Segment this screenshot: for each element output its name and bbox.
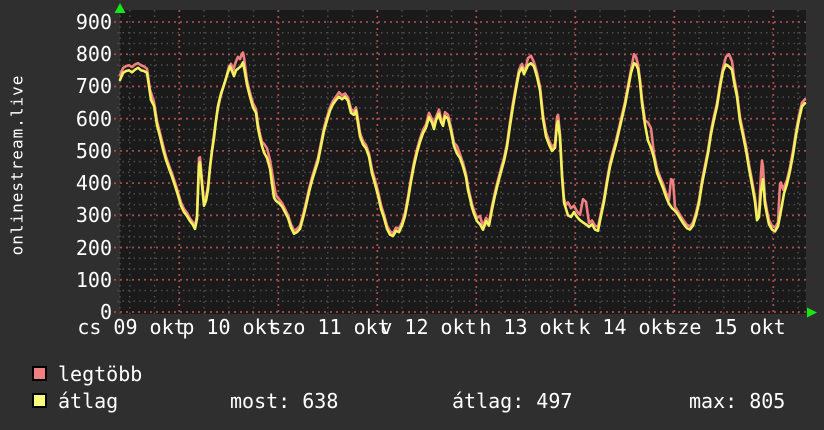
series-atlag-line xyxy=(118,60,807,238)
stat-atlag-label: átlag: xyxy=(452,389,525,413)
y-axis-arrow-icon xyxy=(114,3,126,13)
legend-label-atlag: átlag xyxy=(58,389,119,413)
x-tick-label: v 12 okt xyxy=(380,315,477,339)
y-tick-label: 300 xyxy=(75,203,112,228)
legend-swatch-atlag xyxy=(32,393,47,408)
stat-atlag-value: 497 xyxy=(536,389,573,413)
x-tick-label: cs 09 okt xyxy=(77,315,186,339)
x-tick-label: szo 11 okt xyxy=(269,315,390,339)
x-tick-label: sze 15 okt xyxy=(665,315,786,339)
x-tick-label: h 13 okt xyxy=(479,315,576,339)
y-tick-label: 600 xyxy=(75,106,112,131)
x-tick-label: p 10 okt xyxy=(182,315,279,339)
stat-max-label: max: xyxy=(689,389,738,413)
stat-most-label: most: xyxy=(230,389,291,413)
y-tick-label: 700 xyxy=(75,74,112,99)
y-tick-label: 800 xyxy=(75,42,112,67)
stat-max: max: 805 xyxy=(689,389,785,413)
stat-most: most: 638 xyxy=(230,389,338,413)
stat-max-value: 805 xyxy=(749,389,786,413)
legend-swatch-legtobb xyxy=(32,366,47,381)
y-tick-label: 200 xyxy=(75,235,112,260)
x-axis-arrow-icon xyxy=(807,307,817,318)
stat-atlag: átlag: 497 xyxy=(452,389,572,413)
vertical-axis-title: onlinestream.live xyxy=(7,74,27,256)
x-tick-label: k 14 okt xyxy=(578,315,675,339)
y-tick-label: 100 xyxy=(75,267,112,292)
y-tick-label: 400 xyxy=(75,171,112,196)
legend-label-legtobb: legtöbb xyxy=(58,362,143,386)
y-tick-label: 900 xyxy=(75,10,112,34)
y-tick-label: 500 xyxy=(75,138,112,163)
y-tick-label: 0 xyxy=(99,300,112,324)
stat-most-value: 638 xyxy=(302,389,339,413)
